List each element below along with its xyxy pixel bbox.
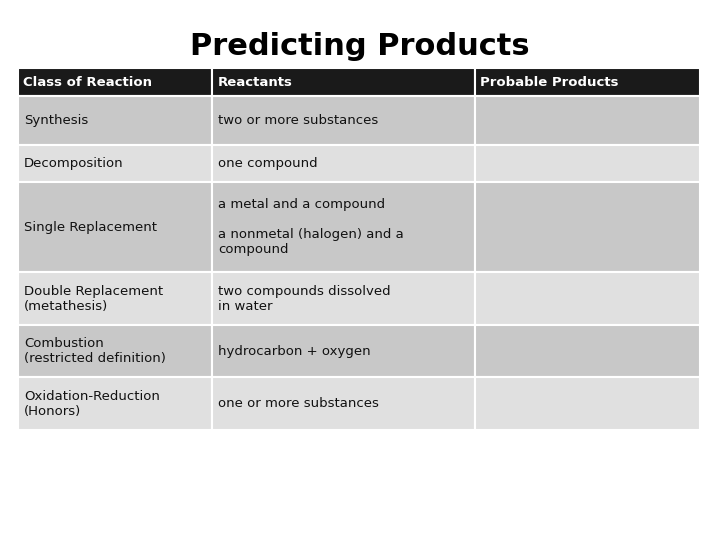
Bar — [18, 325, 212, 377]
Bar — [212, 96, 475, 145]
Text: Single Replacement: Single Replacement — [24, 221, 157, 234]
Text: Combustion
(restricted definition): Combustion (restricted definition) — [24, 337, 166, 365]
Bar — [212, 183, 475, 272]
Text: Reactants: Reactants — [217, 76, 292, 89]
Bar — [475, 325, 700, 377]
Bar — [475, 96, 700, 145]
Bar — [475, 377, 700, 430]
Text: Class of Reaction: Class of Reaction — [23, 76, 152, 89]
Bar — [18, 145, 212, 183]
Text: Predicting Products: Predicting Products — [190, 32, 530, 61]
Bar — [475, 272, 700, 325]
Bar — [18, 377, 212, 430]
Text: one compound: one compound — [218, 157, 318, 170]
Bar — [475, 145, 700, 183]
Bar — [212, 377, 475, 430]
Text: Double Replacement
(metathesis): Double Replacement (metathesis) — [24, 285, 163, 313]
Text: Decomposition: Decomposition — [24, 157, 124, 170]
Bar — [18, 272, 212, 325]
Text: two or more substances: two or more substances — [218, 114, 379, 127]
Bar — [212, 325, 475, 377]
Bar — [212, 145, 475, 183]
Bar — [475, 183, 700, 272]
Bar — [475, 68, 700, 96]
Text: a metal and a compound

a nonmetal (halogen) and a
compound: a metal and a compound a nonmetal (halog… — [218, 198, 404, 256]
Bar — [18, 96, 212, 145]
Text: one or more substances: one or more substances — [218, 397, 379, 410]
Text: hydrocarbon + oxygen: hydrocarbon + oxygen — [218, 345, 371, 357]
Bar — [18, 183, 212, 272]
Text: Oxidation-Reduction
(Honors): Oxidation-Reduction (Honors) — [24, 390, 160, 418]
Text: Probable Products: Probable Products — [480, 76, 618, 89]
Bar — [212, 272, 475, 325]
Bar — [212, 68, 475, 96]
Text: two compounds dissolved
in water: two compounds dissolved in water — [218, 285, 391, 313]
Text: Synthesis: Synthesis — [24, 114, 89, 127]
Bar — [18, 68, 212, 96]
